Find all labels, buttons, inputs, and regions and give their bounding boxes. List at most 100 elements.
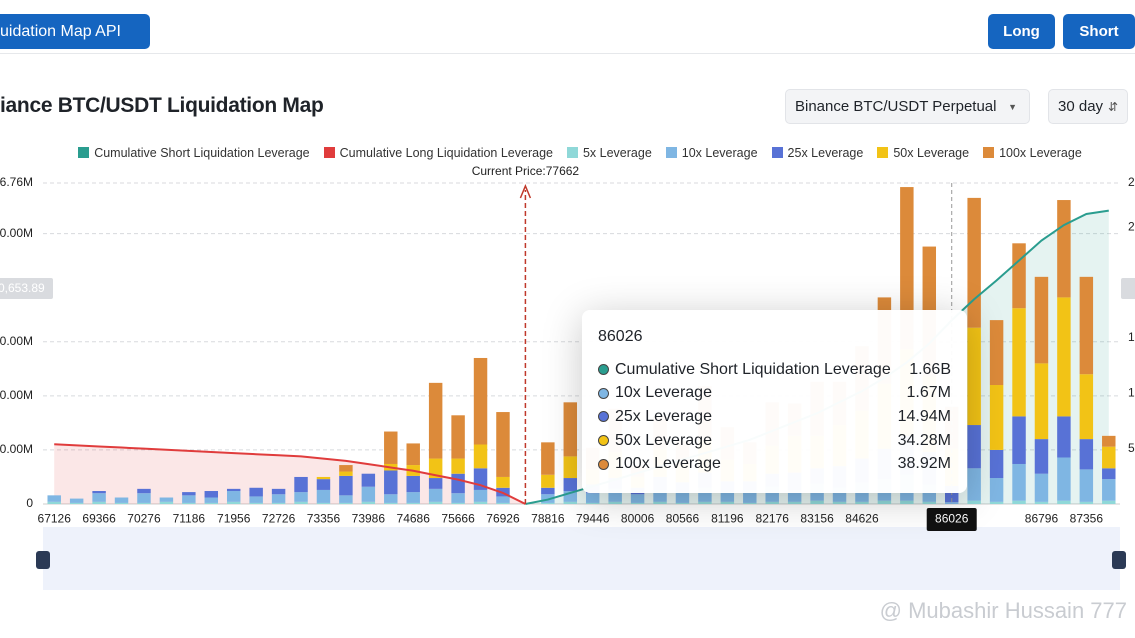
bar [967,500,981,504]
bar [361,473,376,487]
bar [989,478,1004,502]
short-button[interactable]: Short [1063,14,1135,49]
legend-label: 5x Leverage [582,146,652,160]
bar [339,471,353,476]
legend-swatch [323,147,335,158]
crosshair-label-box [1121,278,1135,299]
legend-item[interactable]: 10x Leverage [665,146,758,160]
bar [989,449,1004,479]
legend-item[interactable]: 5x Leverage [566,146,652,160]
legend-item[interactable]: 50x Leverage [877,146,969,160]
bar [698,501,712,504]
tooltip-title: 86026 [598,328,643,345]
bar [541,474,555,488]
tooltip-value: 38.92M [897,455,951,473]
bar [428,382,443,459]
bar [428,488,443,502]
header-divider [0,53,1135,54]
bar [585,502,600,504]
x-tick-label: 86026 [935,512,969,526]
tooltip-row: 50x Leverage 34.28M [598,429,951,453]
tooltip-name: 25x Leverage [615,407,712,425]
watermark: @ Mubashir Hussain 777 [879,598,1127,623]
bar [1034,439,1049,474]
legend-label: 25x Leverage [787,146,864,160]
bar [316,476,331,480]
bar [451,458,465,474]
bar [226,491,241,502]
tooltip-value: 1.67M [906,384,951,402]
bar [1102,500,1116,504]
bar [675,502,690,504]
bar [316,489,331,503]
bar [720,492,735,502]
slider-handle[interactable] [1112,551,1126,569]
bar [271,494,286,503]
bar [47,501,61,504]
x-tick-label: 69366 [82,512,116,526]
bar [1012,243,1026,309]
bar [989,501,1004,504]
tooltip-value: 34.28M [897,431,951,449]
bar [541,487,555,495]
legend-swatch [771,147,783,158]
bar [1012,416,1026,464]
x-tick-label: 71956 [217,512,251,526]
zoom-slider[interactable] [43,527,1120,590]
legend-item[interactable]: 25x Leverage [771,146,864,160]
legend-item[interactable]: Cumulative Short Liquidation Leverage [78,146,310,160]
api-button[interactable]: uidation Map API [0,14,150,49]
bar [900,500,914,504]
legend: Cumulative Short Liquidation Leverage Cum… [0,146,1135,160]
x-tick-label: 86796 [1025,512,1059,526]
bar [249,502,263,504]
x-tick-label: 70276 [127,512,161,526]
tooltip-name: 50x Leverage [615,431,712,449]
tooltip-dot [598,364,609,376]
current-price-arrow [519,184,532,199]
exchange-select[interactable]: Binance BTC/USDT Perpetual ▼ [785,89,1030,124]
long-button[interactable]: Long [988,14,1055,49]
x-tick-label: 67126 [38,512,72,526]
y-tick-label: 0 [26,496,33,510]
bar [653,489,667,502]
bar [675,492,690,503]
y2-tick-label: 1 [1128,330,1135,344]
y2-tick-label: 1 [1128,385,1135,399]
bar [92,493,106,502]
legend-swatch [877,147,889,158]
y-tick-label: 0.00M [0,226,33,240]
slider-handle[interactable] [36,551,50,569]
bar [428,478,443,489]
tooltip-row: 25x Leverage 14.94M [598,405,951,429]
bar [316,502,331,504]
bar [406,492,420,503]
x-tick-label: 81196 [711,512,744,526]
tooltip-row: 100x Leverage 38.92M [598,452,951,476]
bar [630,502,645,504]
x-tick-label: 71186 [173,512,206,526]
bar [832,501,847,504]
period-select[interactable]: 30 day ⇵ [1048,89,1128,124]
bar [339,465,353,472]
tooltip-dot [598,411,609,423]
bar [451,415,465,459]
bar [1079,276,1094,375]
y-tick-label: 0.00M [0,334,33,348]
bar [541,442,555,475]
bar [294,492,308,502]
bar [967,468,981,501]
crosshair-label: 0,653.89 [0,281,45,295]
x-tick-label: 72726 [262,512,296,526]
legend-item[interactable]: Cumulative Long Liquidation Leverage [323,146,553,160]
bar [1079,469,1094,502]
bar [1057,297,1071,417]
bar [159,497,174,502]
bar [384,470,398,495]
bar [1034,473,1049,502]
legend-item[interactable]: 100x Leverage [983,146,1082,160]
bar [989,385,1004,450]
bar [114,502,129,504]
x-tick-label: 75666 [441,512,475,526]
bar [1057,500,1071,504]
